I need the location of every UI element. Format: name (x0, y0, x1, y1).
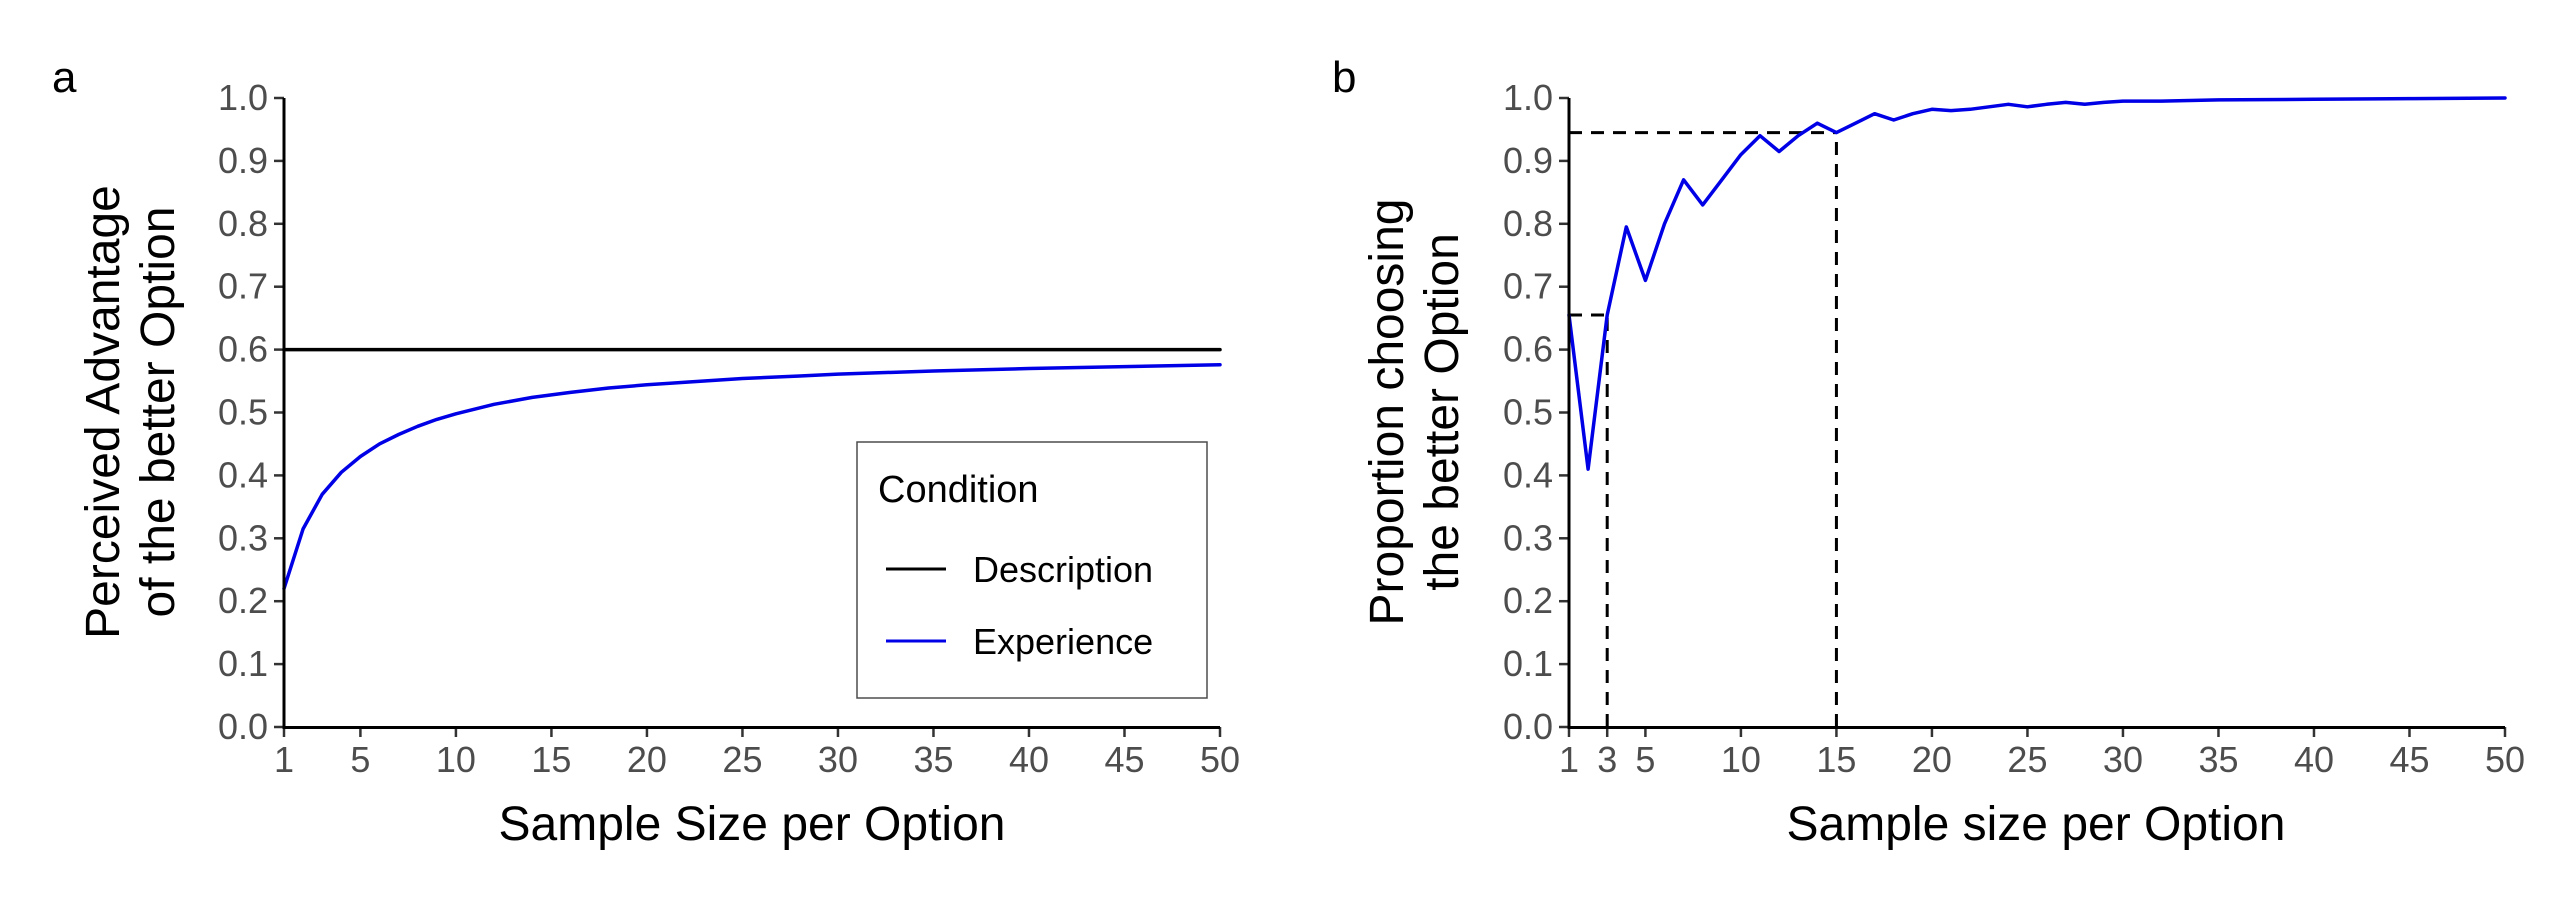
panel-b-x-ticks: 1 3 5 10 15 20 25 30 35 40 45 50 (1559, 727, 2525, 780)
panel-b-y-tick-label-2: 0.2 (1503, 580, 1553, 621)
panel-b-series-line-proportion (1567, 96, 2507, 471)
panel-a-x-title: Sample Size per Option (499, 798, 1006, 851)
panel-a-y-title-line-1: Perceived Advantage (77, 185, 130, 639)
panel-b-y-tick-label-0: 0.0 (1503, 706, 1553, 747)
panel-b-x-tick-label-6: 25 (2007, 739, 2047, 780)
panel-b-x-tick-label-3: 10 (1721, 739, 1761, 780)
panel-b-x-tick-label-4: 15 (1816, 739, 1856, 780)
panel-a-x-tick-label-8: 40 (1009, 739, 1049, 780)
panel-a-y-title-line-2: of the better Option (132, 207, 185, 618)
panel-a-label: a (52, 53, 77, 102)
panel-a-x-tick-label-1: 5 (350, 739, 370, 780)
panel-b-x-tick-label-7: 30 (2103, 739, 2143, 780)
legend-label-experience: Experience (973, 621, 1153, 662)
panel-b-x-tick-label-0: 1 (1559, 739, 1579, 780)
panel-a-y-tick-label-4: 0.4 (218, 454, 268, 495)
panel-b-y-tick-label-1: 0.1 (1503, 643, 1553, 684)
panel-b-y-title-line-1: Proportion choosing (1361, 199, 1414, 626)
panel-a-series (282, 347, 1222, 591)
panel-b-y-tick-label-4: 0.4 (1503, 454, 1553, 495)
panel-a-y-tick-label-0: 0.0 (218, 706, 268, 747)
panel-b-y-tick-label-9: 0.9 (1503, 140, 1553, 181)
panel-a-y-tick-label-7: 0.7 (218, 266, 268, 307)
panel-b-x-tick-label-10: 45 (2389, 739, 2429, 780)
panel-a-x-tick-label-5: 25 (722, 739, 762, 780)
panel-b-x-title: Sample size per Option (1787, 798, 2286, 851)
panel-a-y-ticks: 0.0 0.1 0.2 0.3 0.4 0.5 0.6 0.7 0.8 0.9 1.0 (218, 77, 284, 747)
panel-b-y-tick-label-5: 0.5 (1503, 392, 1553, 433)
panel-b-y-tick-label-7: 0.7 (1503, 266, 1553, 307)
panel-a-y-tick-label-9: 0.9 (218, 140, 268, 181)
panel-a-x-tick-label-3: 15 (531, 739, 571, 780)
panel-b-y-tick-label-10: 1.0 (1503, 77, 1553, 118)
panel-a-y-tick-label-6: 0.6 (218, 329, 268, 370)
panel-b-x-tick-label-9: 40 (2294, 739, 2334, 780)
panel-b-x-tick-label-1: 3 (1597, 739, 1617, 780)
legend-title: Condition (878, 469, 1039, 511)
legend-label-description: Description (973, 549, 1153, 590)
panel-b-label: b (1332, 53, 1356, 102)
panel-b-y-title-line-2: the better Option (1416, 233, 1469, 591)
panel-b-y-tick-label-8: 0.8 (1503, 203, 1553, 244)
panel-b-x-tick-label-2: 5 (1635, 739, 1655, 780)
panel-a-y-tick-label-1: 0.1 (218, 643, 268, 684)
panel-b-x-tick-label-11: 50 (2485, 739, 2525, 780)
panel-a-x-tick-label-4: 20 (627, 739, 667, 780)
panel-a-y-tick-label-2: 0.2 (218, 580, 268, 621)
panel-b-y-tick-label-6: 0.6 (1503, 329, 1553, 370)
panel-a: a 0.00.10.20.30.40.50.60.70.80.91.0 1 5 10… (52, 53, 1240, 851)
panel-a-y-tick-label-10: 1.0 (218, 77, 268, 118)
panel-b-x-tick-label-8: 35 (2198, 739, 2238, 780)
panel-a-y-tick-label-3: 0.3 (218, 517, 268, 558)
panel-b-reference-lines (1569, 131, 1838, 727)
panel-a-series-line-experience (282, 362, 1222, 591)
panel-b-x-tick-label-5: 20 (1912, 739, 1952, 780)
panel-a-x-tick-label-6: 30 (818, 739, 858, 780)
panel-a-x-tick-label-0: 1 (274, 739, 294, 780)
panel-a-x-tick-label-10: 50 (1200, 739, 1240, 780)
panel-a-x-tick-label-2: 10 (436, 739, 476, 780)
panel-b-series (1567, 96, 2507, 471)
panel-a-y-tick-label-5: 0.5 (218, 392, 268, 433)
panel-a-x-ticks: 1 5 10 15 20 25 30 35 40 45 50 (274, 727, 1240, 780)
panel-a-y-tick-label-8: 0.8 (218, 203, 268, 244)
legend: Condition Description Experience (856, 441, 1208, 699)
panel-a-x-tick-label-9: 45 (1104, 739, 1144, 780)
panel-b-y-ticks: 0.0 0.1 0.2 0.3 0.4 0.5 0.6 0.7 0.8 0.9 1.0 (1503, 77, 1569, 747)
panel-b-y-tick-label-3: 0.3 (1503, 517, 1553, 558)
panel-a-x-tick-label-7: 35 (913, 739, 953, 780)
